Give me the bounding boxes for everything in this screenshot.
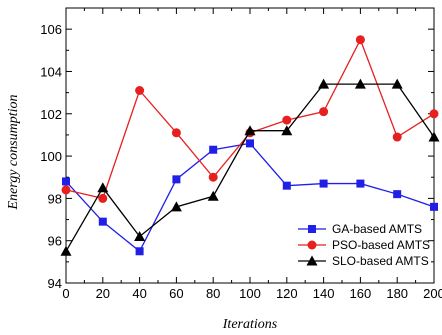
- series-3-point: [391, 78, 403, 89]
- legend-marker-1: [308, 225, 316, 233]
- x-tick-label-160: 160: [350, 286, 372, 301]
- legend: GA-based AMTS PSO-based AMTS SLO-based AMT…: [298, 222, 430, 268]
- series-3-point: [244, 125, 256, 136]
- y-axis-title-group: Energy consumption: [6, 95, 21, 211]
- series-2-point: [319, 107, 329, 117]
- series-1-point: [430, 202, 438, 211]
- x-tick-label-140: 140: [313, 286, 335, 301]
- legend-label-3: SLO-based AMTS: [332, 254, 429, 268]
- x-tick-label-80: 80: [206, 286, 220, 301]
- plot-area: 0 20 40 60 80 100 120 140 160 180 200 94 96 98 100 102 1…: [40, 7, 442, 301]
- legend-marker-3: [306, 255, 318, 266]
- series-2-point: [429, 109, 439, 119]
- series-1-point: [319, 179, 328, 188]
- series-2-point: [171, 128, 181, 138]
- y-tick-label-98: 98: [48, 191, 62, 206]
- series-1-point: [135, 247, 144, 256]
- series-1-point: [62, 177, 70, 186]
- series-3-point: [134, 230, 146, 241]
- y-tick-label-106: 106: [40, 22, 62, 37]
- series-1-point: [282, 181, 291, 190]
- series-1-point: [246, 139, 254, 148]
- y-tick-label-96: 96: [48, 234, 62, 249]
- x-axis-title: Iterations: [222, 317, 278, 332]
- series-3-point: [60, 245, 72, 256]
- series-3-point: [281, 125, 293, 136]
- series-2-point: [135, 86, 145, 95]
- x-tick-label-200: 200: [423, 286, 442, 301]
- x-tick-label-120: 120: [276, 286, 298, 301]
- x-tick-label-40: 40: [132, 286, 146, 301]
- y-tick-label-102: 102: [40, 107, 62, 122]
- series-3-point: [428, 131, 440, 142]
- series-1-point: [172, 175, 181, 184]
- series-1-point: [98, 217, 107, 226]
- y-tick-label-94: 94: [48, 276, 62, 291]
- series-3-point: [318, 78, 330, 89]
- series-2-point: [282, 115, 292, 125]
- y-tick-label-100: 100: [40, 149, 62, 164]
- x-tick-label-20: 20: [96, 286, 110, 301]
- x-tick-label-100: 100: [239, 286, 261, 301]
- series-3-point: [170, 201, 182, 212]
- series-2-point: [392, 132, 402, 142]
- y-axis-title: Energy consumption: [6, 95, 21, 211]
- x-tick-label-180: 180: [386, 286, 408, 301]
- series-2-point: [355, 35, 365, 45]
- legend-label-2: PSO-based AMTS: [332, 238, 430, 252]
- series-1-point: [356, 179, 365, 188]
- series-2-point: [61, 185, 71, 195]
- series-1-point: [209, 145, 218, 154]
- series-2-line: [65, 38, 435, 200]
- series-2-point: [98, 193, 108, 203]
- x-tick-label-60: 60: [169, 286, 183, 301]
- series-3-point: [97, 182, 109, 193]
- legend-label-1: GA-based AMTS: [332, 222, 422, 236]
- legend-marker-2: [307, 240, 317, 250]
- series-1-point: [393, 190, 402, 199]
- series-3-point: [354, 78, 366, 89]
- y-tick-label-104: 104: [40, 64, 62, 79]
- x-tick-label-0: 0: [62, 286, 69, 301]
- series-3-point: [207, 190, 219, 201]
- series-2-point: [208, 172, 218, 182]
